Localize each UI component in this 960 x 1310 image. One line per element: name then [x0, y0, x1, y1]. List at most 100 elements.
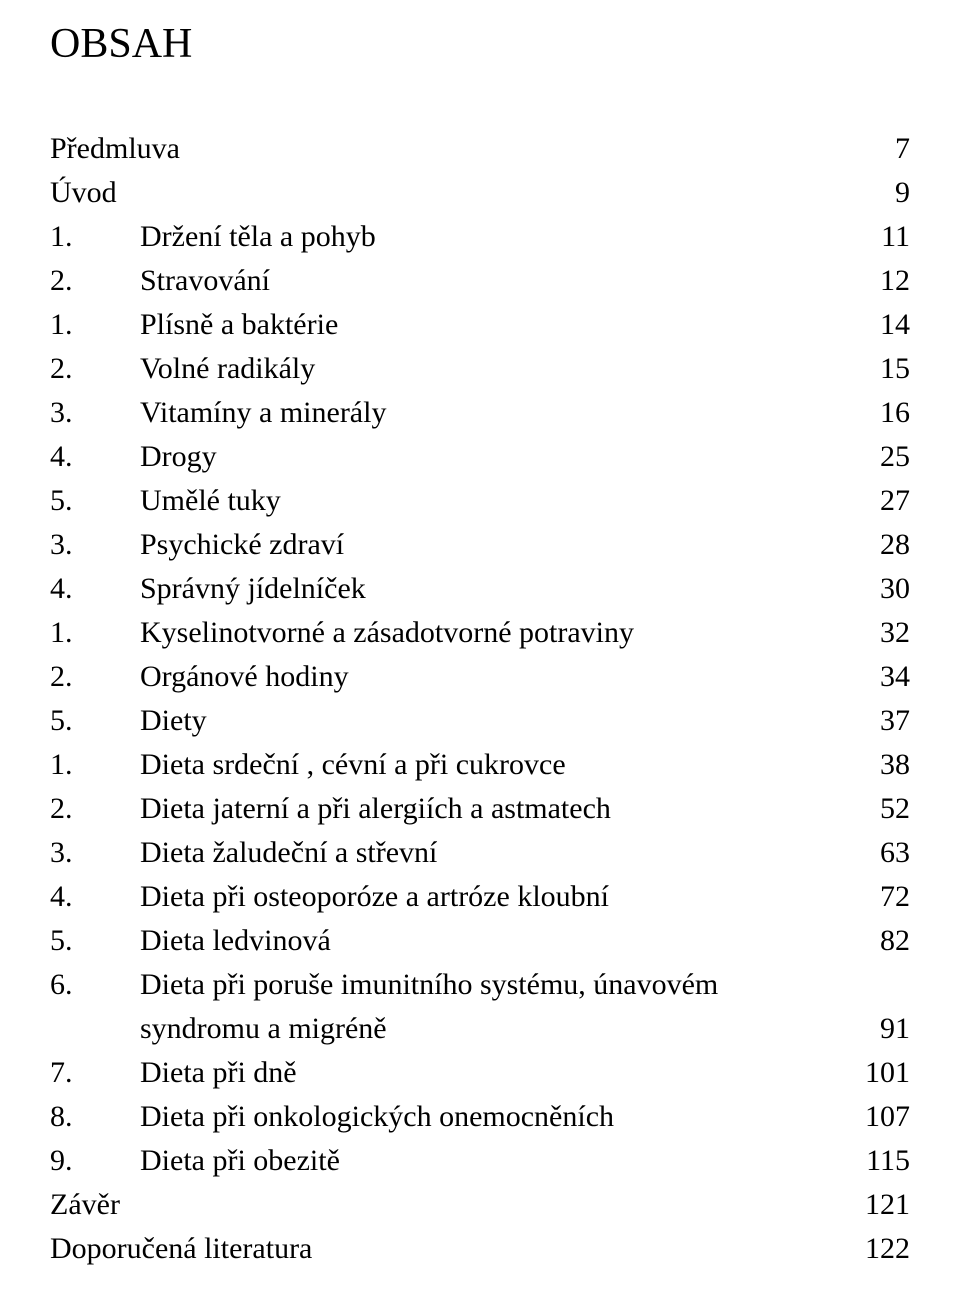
toc-entry-page: 28 — [830, 524, 910, 566]
toc-row: 4.Drogy25 — [50, 436, 910, 478]
toc-entry-page: 91 — [830, 1008, 910, 1050]
toc-entry-number: 4. — [50, 876, 140, 918]
toc-row: Závěr 121 — [50, 1184, 910, 1226]
toc-entry-page: 14 — [830, 304, 910, 346]
toc-entry-text: Drogy — [140, 440, 217, 473]
toc-entry-page: 72 — [830, 876, 910, 918]
toc-entry-text: Dieta jaterní a při alergiích a astmatec… — [140, 792, 611, 825]
toc-row: 6.Dieta při poruše imunitního systému, ú… — [50, 964, 910, 1006]
toc-entry-text: syndromu a migréně — [50, 1012, 387, 1045]
toc-entry-number: 5. — [50, 700, 140, 742]
toc-entry-label: 2.Volné radikály — [50, 348, 830, 390]
toc-row: 1.Plísně a baktérie14 — [50, 304, 910, 346]
toc-entry-page: 34 — [830, 656, 910, 698]
toc-entry-page: 7 — [830, 128, 910, 170]
toc-entry-page: 12 — [830, 260, 910, 302]
toc-entry-label: 2.Orgánové hodiny — [50, 656, 830, 698]
toc-row: 3.Psychické zdraví28 — [50, 524, 910, 566]
toc-entry-page: 101 — [830, 1052, 910, 1094]
toc-row: 9.Dieta při obezitě 115 — [50, 1140, 910, 1182]
toc-entry-text: Psychické zdraví — [140, 528, 344, 561]
toc-entry-number: 3. — [50, 392, 140, 434]
toc-entry-label: 4.Správný jídelníček — [50, 568, 830, 610]
toc-entry-text: Diety — [140, 704, 207, 737]
toc-entry-label: 7.Dieta při dně — [50, 1052, 830, 1094]
toc-entry-page: 30 — [830, 568, 910, 610]
toc-row: 7.Dieta při dně101 — [50, 1052, 910, 1094]
toc-entry-text: Kyselinotvorné a zásadotvorné potraviny — [140, 616, 634, 649]
toc-entry-number: 2. — [50, 348, 140, 390]
toc-entry-label: Úvod — [50, 172, 830, 214]
toc-row: 8.Dieta při onkologických onemocněních10… — [50, 1096, 910, 1138]
toc-entry-page: 37 — [830, 700, 910, 742]
toc-entry-text: Stravování — [140, 264, 270, 297]
toc-entry-number: 3. — [50, 832, 140, 874]
toc-entry-label: 4.Dieta při osteoporóze a artróze kloubn… — [50, 876, 830, 918]
toc-entry-label: 3.Psychické zdraví — [50, 524, 830, 566]
toc-row: Úvod 9 — [50, 172, 910, 214]
toc-entry-number: 4. — [50, 436, 140, 478]
toc-entry-number: 9. — [50, 1140, 140, 1182]
toc-row: Předmluva7 — [50, 128, 910, 170]
toc-entry-page: 9 — [830, 172, 910, 214]
toc-entry-text: Držení těla a pohyb — [140, 220, 376, 253]
toc-row: 5.Dieta ledvinová82 — [50, 920, 910, 962]
toc-row: 1.Kyselinotvorné a zásadotvorné potravin… — [50, 612, 910, 654]
toc-row: 5.Umělé tuky27 — [50, 480, 910, 522]
toc-entry-page: 52 — [830, 788, 910, 830]
toc-entry-label: 5.Dieta ledvinová — [50, 920, 830, 962]
toc-entry-label: Závěr — [50, 1184, 830, 1226]
toc-row: Doporučená literatura 122 — [50, 1228, 910, 1270]
toc-entry-number: 6. — [50, 964, 140, 1006]
toc-entry-text: Úvod — [50, 176, 117, 209]
toc-entry-text: Plísně a baktérie — [140, 308, 338, 341]
toc-entry-label: 5.Umělé tuky — [50, 480, 830, 522]
toc-entry-page: 15 — [830, 348, 910, 390]
toc-entry-text: Dieta při poruše imunitního systému, úna… — [140, 968, 718, 1001]
toc-entry-label: 1.Dieta srdeční , cévní a při cukrovce — [50, 744, 830, 786]
toc-row: 2.Dieta jaterní a při alergiích a astmat… — [50, 788, 910, 830]
toc-entry-text: Dieta při obezitě — [140, 1144, 340, 1177]
toc-entry-label: 3.Dieta žaludeční a střevní — [50, 832, 830, 874]
toc-entry-text: Doporučená literatura — [50, 1232, 312, 1265]
toc-entry-text: Dieta při onkologických onemocněních — [140, 1100, 614, 1133]
toc-row: 3.Dieta žaludeční a střevní63 — [50, 832, 910, 874]
toc-entry-page: 122 — [830, 1228, 910, 1270]
toc-entry-label: 3.Vitamíny a minerály — [50, 392, 830, 434]
toc-entry-label: 2.Stravování — [50, 260, 830, 302]
toc-entry-page: 121 — [830, 1184, 910, 1226]
toc-entry-text: Volné radikály — [140, 352, 315, 385]
toc-entry-page: 27 — [830, 480, 910, 522]
toc-row: 5.Diety37 — [50, 700, 910, 742]
toc-row: 4.Dieta při osteoporóze a artróze kloubn… — [50, 876, 910, 918]
toc-entry-text: Umělé tuky — [140, 484, 281, 517]
toc-row: 1.Držení těla a pohyb11 — [50, 216, 910, 258]
toc-row: 2.Volné radikály15 — [50, 348, 910, 390]
toc-entry-number: 2. — [50, 656, 140, 698]
table-of-contents: Předmluva7Úvod91.Držení těla a pohyb112.… — [50, 128, 910, 1270]
toc-entry-text: Dieta při osteoporóze a artróze kloubní — [140, 880, 609, 913]
toc-entry-page — [830, 964, 910, 1006]
toc-entry-label: 4.Drogy — [50, 436, 830, 478]
toc-row: syndromu a migréně 91 — [50, 1008, 910, 1050]
toc-entry-text: Dieta při dně — [140, 1056, 297, 1089]
toc-entry-text: Vitamíny a minerály — [140, 396, 386, 429]
toc-entry-label: Doporučená literatura — [50, 1228, 830, 1270]
toc-entry-label: syndromu a migréně — [50, 1008, 830, 1050]
toc-entry-label: 5.Diety — [50, 700, 830, 742]
toc-entry-text: Závěr — [50, 1188, 120, 1221]
toc-entry-number: 5. — [50, 920, 140, 962]
toc-entry-page: 115 — [830, 1140, 910, 1182]
toc-entry-label: 1.Kyselinotvorné a zásadotvorné potravin… — [50, 612, 830, 654]
toc-entry-label: Předmluva — [50, 128, 830, 170]
toc-entry-number: 2. — [50, 260, 140, 302]
toc-entry-page: 107 — [830, 1096, 910, 1138]
toc-entry-text: Orgánové hodiny — [140, 660, 349, 693]
toc-entry-number: 4. — [50, 568, 140, 610]
toc-entry-page: 38 — [830, 744, 910, 786]
toc-row: 2.Orgánové hodiny34 — [50, 656, 910, 698]
toc-entry-number: 5. — [50, 480, 140, 522]
toc-entry-number: 2. — [50, 788, 140, 830]
toc-entry-number: 1. — [50, 612, 140, 654]
toc-entry-label: 8.Dieta při onkologických onemocněních — [50, 1096, 830, 1138]
